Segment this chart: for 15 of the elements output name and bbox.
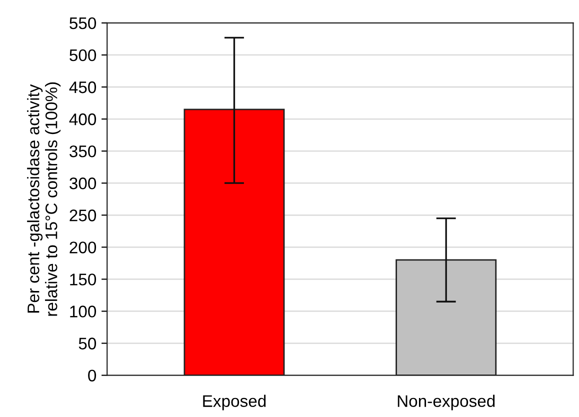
y-tick-label: 50 [78,338,96,350]
y-tick-label: 250 [70,210,96,222]
y-tick-label: 0 [88,370,96,382]
y-tick-label: 100 [70,306,96,318]
y-tick-label: 300 [70,178,96,190]
x-tick-label: Exposed [203,394,266,410]
y-axis-title: Per cent -galactosidase activity relative to 15°C controls (100%) [27,82,61,316]
y-tick-label: 450 [69,81,96,94]
y-tick-label: 150 [70,274,96,286]
x-tick-label: Non-exposed [398,394,495,410]
y-tick-label: 550 [70,17,96,30]
y-tick-label: 500 [70,49,96,62]
y-tick-label: 400 [69,113,96,126]
y-tick-label: 350 [70,145,96,158]
y-tick-label: 200 [70,242,96,254]
